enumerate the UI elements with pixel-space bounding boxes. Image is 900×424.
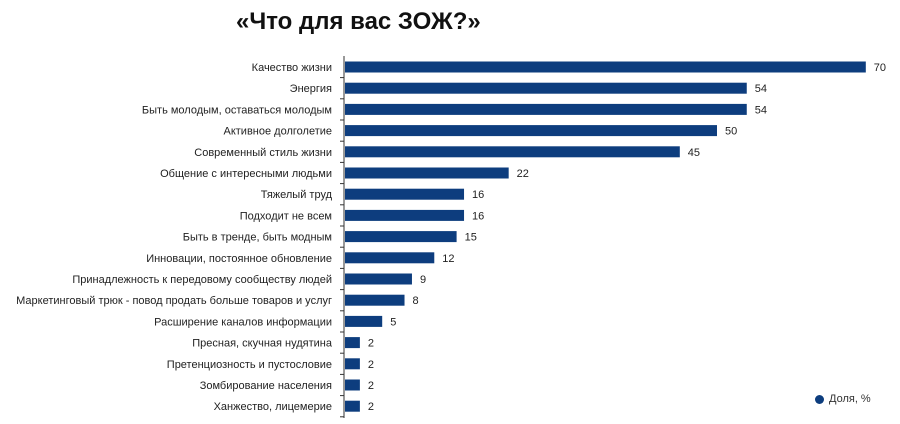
bars-group: Качество жизни 70 Энергия 54 Быть молодым, о… [16, 61, 886, 418]
category-label: Принадлежность к передовому сообществу л… [72, 274, 332, 286]
category-label: Общение с интересными людьми [160, 168, 332, 180]
data-label: 2 [368, 338, 374, 350]
data-label: 50 [725, 126, 737, 138]
data-label: 22 [517, 168, 529, 180]
data-label: 9 [420, 274, 426, 286]
category-label: Пресная, скучная нудятина [192, 338, 333, 350]
legend-marker [815, 394, 824, 404]
data-label: 2 [368, 401, 374, 413]
category-label: Быть в тренде, быть модным [183, 232, 332, 244]
bar [345, 273, 412, 285]
bar [345, 82, 747, 94]
bar [345, 167, 509, 179]
bar [345, 125, 717, 137]
bar [345, 379, 360, 391]
data-label: 5 [390, 316, 396, 328]
bar [345, 294, 405, 306]
legend-label: Доля, % [829, 393, 871, 405]
category-label: Подходит не всем [240, 210, 332, 222]
bar [345, 358, 360, 370]
category-label: Инновации, постоянное обновление [146, 253, 332, 265]
category-label: Расширение каналов информации [154, 316, 332, 328]
data-label: 2 [368, 359, 374, 371]
category-label: Активное долголетие [224, 126, 333, 138]
bar [345, 146, 680, 158]
category-label: Зомбирование населения [200, 380, 332, 392]
chart-title: «Что для вас ЗОЖ?» [236, 8, 481, 35]
legend: Доля, % [815, 393, 871, 405]
data-label: 16 [472, 210, 484, 222]
category-label: Претенциозность и пустословие [167, 359, 332, 371]
data-label: 54 [755, 83, 767, 95]
data-label: 8 [413, 295, 419, 307]
data-label: 45 [688, 147, 700, 159]
bar [345, 337, 360, 349]
bar [345, 400, 360, 412]
bar [345, 252, 435, 264]
data-label: 70 [874, 62, 886, 74]
data-label: 16 [472, 189, 484, 201]
category-label: Энергия [290, 83, 332, 95]
bar [345, 61, 866, 73]
category-label: Качество жизни [252, 62, 332, 74]
category-label: Современный стиль жизни [194, 147, 332, 159]
bar [345, 103, 747, 115]
bar [345, 209, 465, 221]
category-label: Маркетинговый трюк - повод продать больш… [16, 295, 332, 307]
category-label: Быть молодым, оставаться молодым [142, 104, 332, 116]
category-label: Тяжелый труд [261, 189, 333, 201]
data-label: 15 [465, 232, 477, 244]
bar [345, 315, 383, 327]
data-label: 2 [368, 380, 374, 392]
category-label: Ханжество, лицемерие [214, 401, 332, 413]
bar [345, 188, 465, 200]
bar [345, 231, 457, 243]
data-label: 54 [755, 104, 767, 116]
data-label: 12 [442, 253, 454, 265]
